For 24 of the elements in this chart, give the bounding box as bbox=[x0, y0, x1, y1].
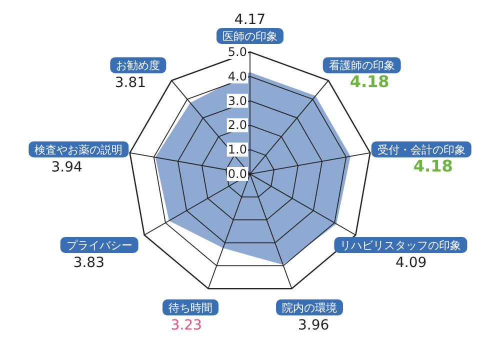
text: 3.23 bbox=[170, 317, 202, 334]
text: 3.83 bbox=[73, 255, 105, 271]
y-tick-label: 0.0 bbox=[228, 167, 247, 181]
spoke-label: 検査やお薬の説明 bbox=[34, 143, 123, 156]
spoke-label: 看護師の印象 bbox=[328, 59, 395, 72]
y-tick-label: 2.0 bbox=[228, 118, 247, 132]
y-tick-label: 5.0 bbox=[228, 45, 247, 59]
spoke-label: 受付・会計の印象 bbox=[377, 143, 466, 156]
spoke-label: プライバシー bbox=[66, 239, 132, 252]
spoke-label: 待ち時間 bbox=[168, 301, 212, 314]
y-tick-label: 1.0 bbox=[228, 142, 247, 157]
text: 4.17 bbox=[234, 12, 266, 28]
spoke-label: お勧め度 bbox=[116, 59, 160, 72]
text: 3.81 bbox=[114, 75, 146, 92]
y-tick-label: 4.0 bbox=[228, 69, 247, 84]
text: 3.96 bbox=[298, 317, 330, 334]
text: 4.18 bbox=[350, 72, 390, 92]
spoke-label: 院内の環境 bbox=[282, 301, 338, 314]
spoke-label: リハビリスタッフの印象 bbox=[340, 239, 462, 252]
text: 3.94 bbox=[51, 159, 83, 176]
spoke-label: 医師の印象 bbox=[222, 30, 278, 43]
text: 4.09 bbox=[395, 255, 427, 271]
text: 4.18 bbox=[413, 156, 453, 176]
y-tick-label: 3.0 bbox=[228, 94, 247, 108]
